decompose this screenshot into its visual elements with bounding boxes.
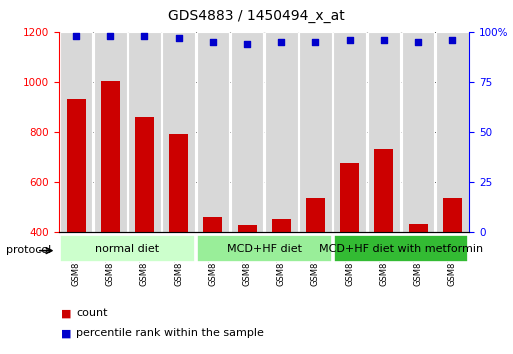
Bar: [60, 32, 92, 232]
Bar: [60, 235, 195, 262]
Bar: [368, 32, 400, 232]
Bar: [163, 32, 195, 232]
Text: count: count: [76, 308, 107, 318]
Bar: [135, 117, 154, 332]
Bar: [436, 32, 468, 232]
Bar: [333, 32, 366, 232]
Bar: [169, 133, 188, 332]
Bar: [306, 198, 325, 332]
Point: [243, 41, 251, 47]
Text: protocol: protocol: [6, 245, 51, 255]
Point: [380, 37, 388, 43]
Point: [346, 37, 354, 43]
Bar: [197, 235, 331, 262]
Bar: [409, 224, 427, 332]
Text: normal diet: normal diet: [95, 244, 160, 254]
Text: MCD+HF diet with metformin: MCD+HF diet with metformin: [319, 244, 483, 254]
Bar: [231, 32, 263, 232]
Point: [72, 33, 80, 39]
Point: [106, 33, 114, 39]
Text: ■: ■: [61, 308, 71, 318]
Bar: [443, 198, 462, 332]
Bar: [272, 219, 291, 332]
Point: [414, 39, 422, 45]
Point: [311, 39, 320, 45]
Bar: [101, 81, 120, 332]
Point: [448, 37, 457, 43]
Bar: [196, 32, 229, 232]
Bar: [265, 32, 298, 232]
Text: percentile rank within the sample: percentile rank within the sample: [76, 329, 264, 338]
Text: MCD+HF diet: MCD+HF diet: [227, 244, 302, 254]
Text: GDS4883 / 1450494_x_at: GDS4883 / 1450494_x_at: [168, 9, 345, 23]
Text: ■: ■: [61, 329, 71, 338]
Bar: [340, 163, 359, 332]
Bar: [204, 217, 222, 332]
Bar: [299, 32, 332, 232]
Bar: [374, 149, 393, 332]
Bar: [94, 32, 127, 232]
Bar: [128, 32, 161, 232]
Bar: [67, 99, 86, 332]
Point: [141, 33, 149, 39]
Bar: [402, 32, 435, 232]
Bar: [333, 235, 468, 262]
Bar: [238, 225, 256, 332]
Point: [277, 39, 285, 45]
Point: [209, 39, 217, 45]
Point: [174, 35, 183, 41]
